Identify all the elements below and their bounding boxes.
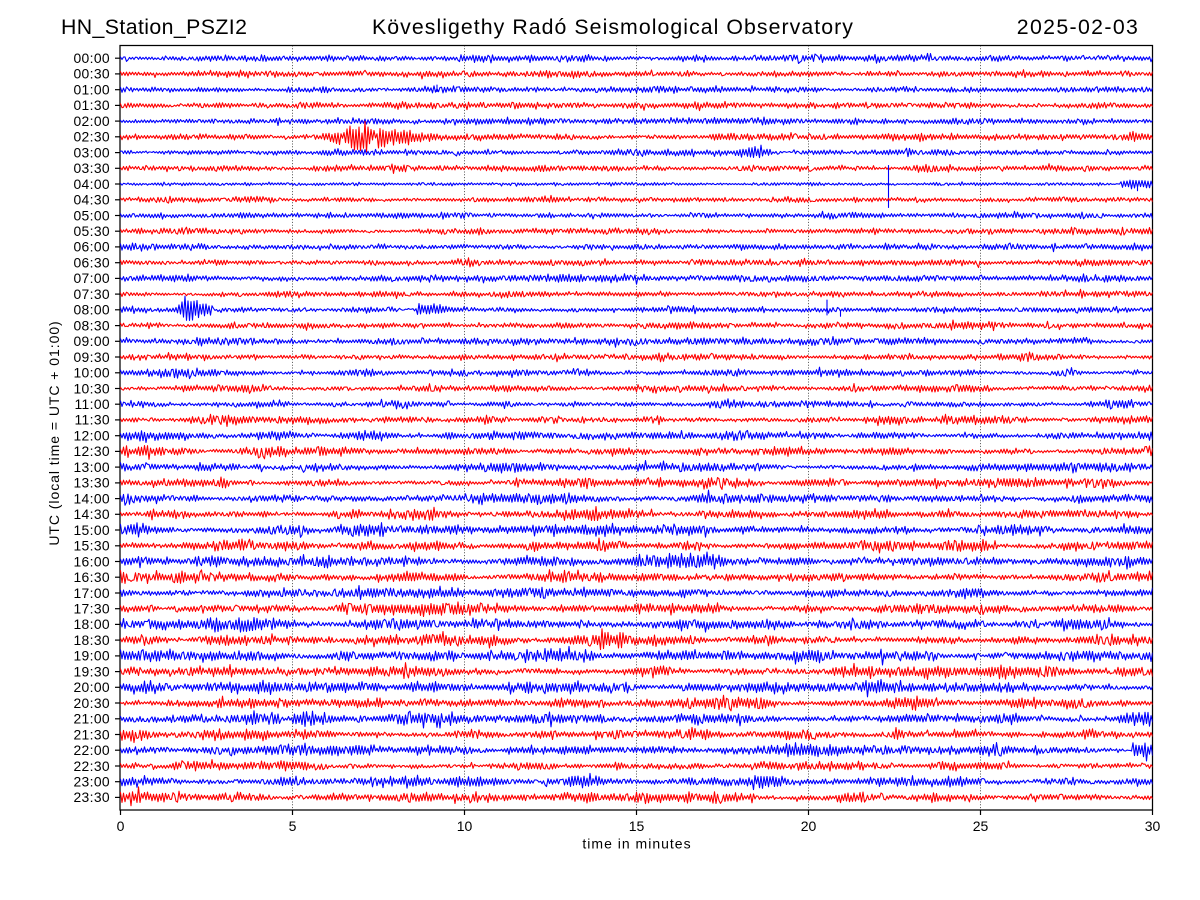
svg-text:20:00: 20:00: [73, 679, 110, 695]
svg-text:00:30: 00:30: [73, 66, 110, 82]
svg-text:12:00: 12:00: [73, 428, 110, 444]
svg-text:20:30: 20:30: [73, 695, 110, 711]
svg-text:10:00: 10:00: [73, 365, 110, 381]
svg-text:14:00: 14:00: [73, 490, 110, 506]
svg-text:23:30: 23:30: [73, 789, 110, 805]
svg-text:13:30: 13:30: [73, 475, 110, 491]
svg-text:22:00: 22:00: [73, 742, 110, 758]
svg-text:04:30: 04:30: [73, 192, 110, 208]
svg-text:15:00: 15:00: [73, 522, 110, 538]
svg-text:00:00: 00:00: [73, 50, 110, 66]
svg-text:05:30: 05:30: [73, 223, 110, 239]
svg-text:HN_Station_PSZI2: HN_Station_PSZI2: [61, 15, 247, 39]
svg-text:05:00: 05:00: [73, 207, 110, 223]
svg-text:2025-02-03: 2025-02-03: [1017, 15, 1139, 39]
svg-text:06:00: 06:00: [73, 239, 110, 255]
svg-text:19:00: 19:00: [73, 648, 110, 664]
svg-text:10:30: 10:30: [73, 380, 110, 396]
svg-text:17:00: 17:00: [73, 585, 110, 601]
svg-text:15:30: 15:30: [73, 538, 110, 554]
svg-text:22:30: 22:30: [73, 758, 110, 774]
svg-text:01:30: 01:30: [73, 97, 110, 113]
svg-text:03:00: 03:00: [73, 144, 110, 160]
svg-text:08:30: 08:30: [73, 317, 110, 333]
svg-text:16:30: 16:30: [73, 569, 110, 585]
svg-text:time in minutes: time in minutes: [582, 836, 691, 852]
svg-text:06:30: 06:30: [73, 255, 110, 271]
svg-text:01:00: 01:00: [73, 82, 110, 98]
svg-text:19:30: 19:30: [73, 663, 110, 679]
svg-text:10: 10: [457, 818, 473, 834]
svg-text:Kövesligethy Radó Seismologica: Kövesligethy Radó Seismological Observat…: [372, 15, 854, 39]
svg-text:07:00: 07:00: [73, 270, 110, 286]
svg-text:07:30: 07:30: [73, 286, 110, 302]
svg-text:15: 15: [629, 818, 645, 834]
svg-text:30: 30: [1145, 818, 1161, 834]
svg-text:02:00: 02:00: [73, 113, 110, 129]
svg-text:18:30: 18:30: [73, 632, 110, 648]
svg-text:11:30: 11:30: [75, 412, 110, 428]
svg-text:25: 25: [973, 818, 989, 834]
svg-text:UTC (local time = UTC + 01:00): UTC (local time = UTC + 01:00): [46, 320, 62, 545]
svg-text:09:00: 09:00: [73, 333, 110, 349]
svg-text:23:00: 23:00: [73, 774, 110, 790]
svg-text:04:00: 04:00: [73, 176, 110, 192]
svg-text:14:30: 14:30: [73, 506, 110, 522]
svg-text:12:30: 12:30: [73, 443, 110, 459]
svg-text:0: 0: [117, 818, 125, 834]
svg-text:21:30: 21:30: [73, 726, 110, 742]
svg-text:09:30: 09:30: [73, 349, 110, 365]
svg-text:08:00: 08:00: [73, 302, 110, 318]
svg-text:13:00: 13:00: [73, 459, 110, 475]
svg-text:5: 5: [289, 818, 297, 834]
svg-text:11:00: 11:00: [75, 396, 110, 412]
svg-text:18:00: 18:00: [73, 616, 110, 632]
svg-text:20: 20: [801, 818, 817, 834]
svg-text:16:00: 16:00: [73, 553, 110, 569]
svg-text:17:30: 17:30: [73, 601, 110, 617]
svg-text:21:00: 21:00: [73, 711, 110, 727]
svg-text:02:30: 02:30: [73, 129, 110, 145]
svg-text:03:30: 03:30: [73, 160, 110, 176]
